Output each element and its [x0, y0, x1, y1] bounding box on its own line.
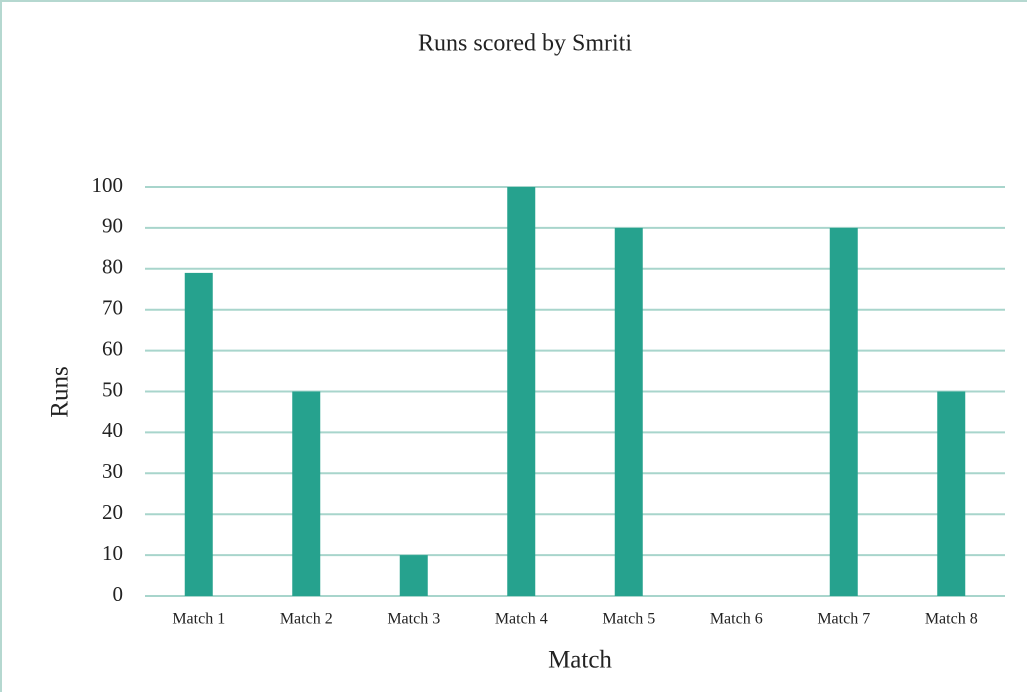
x-tick-label: Match 2 — [280, 611, 333, 628]
x-tick-label: Match 3 — [387, 611, 440, 628]
bar — [614, 227, 643, 596]
x-tick-label: Match 1 — [172, 611, 225, 628]
y-tick-label: 70 — [102, 296, 123, 320]
x-tick-label: Match 7 — [817, 611, 870, 628]
chart-title: Runs scored by Smriti — [418, 31, 632, 57]
x-tick-label: Match 6 — [710, 611, 763, 628]
y-tick-label: 30 — [102, 459, 123, 483]
y-tick-label: 100 — [92, 173, 124, 197]
y-tick-label: 80 — [102, 255, 123, 279]
x-tick-label: Match 8 — [925, 611, 978, 628]
y-tick-label: 50 — [102, 377, 123, 401]
y-axis-label: Runs — [47, 366, 74, 417]
y-tick-label: 40 — [102, 418, 123, 442]
bar — [292, 391, 321, 596]
y-tick-label: 60 — [102, 336, 123, 360]
bar — [829, 227, 858, 596]
bar — [184, 272, 213, 596]
y-tick-label: 90 — [102, 214, 123, 238]
bar — [507, 187, 536, 596]
bar — [399, 555, 428, 596]
x-tick-label: Match 4 — [495, 611, 548, 628]
y-tick-label: 20 — [102, 500, 123, 524]
y-tick-label: 0 — [113, 582, 124, 606]
x-tick-label: Match 5 — [602, 611, 655, 628]
y-tick-label: 10 — [102, 541, 123, 565]
x-axis-label: Match — [548, 647, 612, 674]
bar — [937, 391, 966, 596]
